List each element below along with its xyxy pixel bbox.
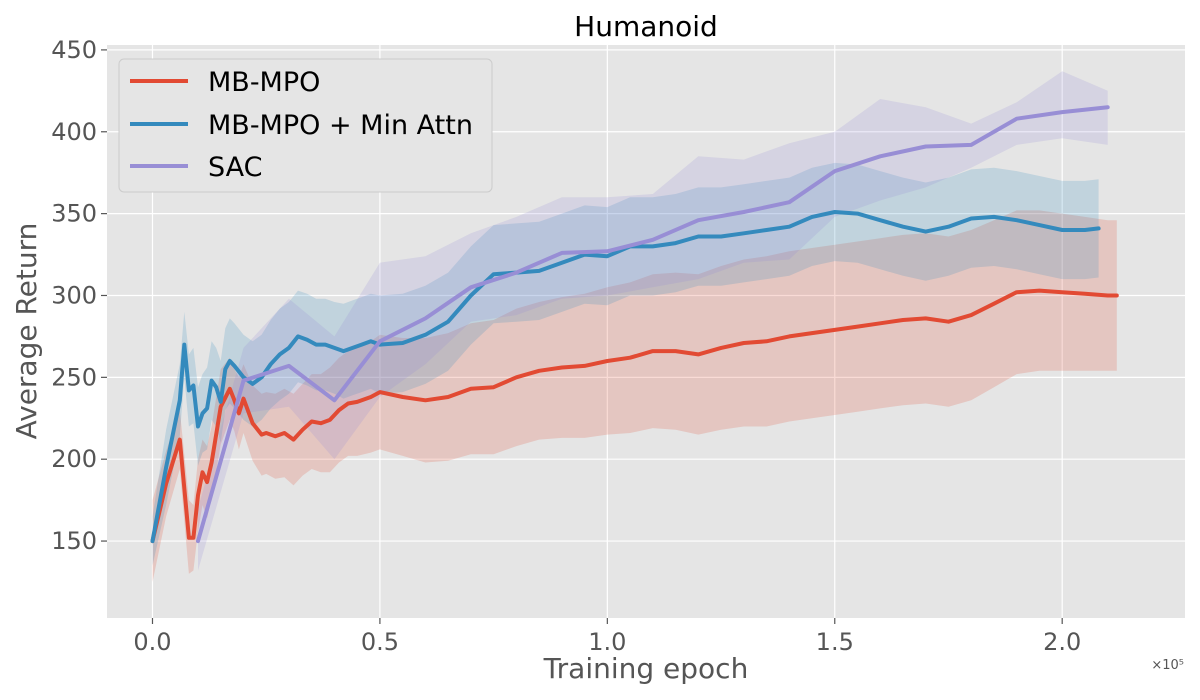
series-lines — [150, 105, 1119, 544]
series-line-sac — [196, 105, 1110, 544]
legend: MB-MPO MB-MPO + Min Attn SAC — [118, 58, 493, 193]
y-tick-label: 450 — [51, 36, 97, 64]
y-tick-label: 200 — [51, 445, 97, 473]
grid — [107, 45, 1185, 618]
legend-label-mb-mpo-min-attn: MB-MPO + Min Attn — [208, 110, 473, 141]
y-tick-label: 300 — [51, 281, 97, 309]
confidence-band-sac — [198, 71, 1108, 571]
legend-box — [118, 58, 493, 193]
x-axis-label: Training epoch — [543, 652, 749, 685]
y-tick-label: 150 — [51, 527, 97, 555]
chart-title: Humanoid — [574, 10, 718, 43]
legend-label-mb-mpo: MB-MPO — [208, 67, 320, 98]
series-line-mb-mpo — [150, 288, 1119, 544]
series-line-mb-mpo-min-attn — [150, 210, 1101, 544]
confidence-bands — [152, 71, 1117, 582]
y-tick-label: 400 — [51, 118, 97, 146]
x-tick-label: 1.0 — [588, 628, 626, 656]
legend-label-sac: SAC — [208, 152, 263, 183]
x-tick-label: 0.0 — [133, 628, 171, 656]
y-tick-label: 250 — [51, 363, 97, 391]
axis-ticks: 0.0 0.5 1.0 1.5 2.0 150 200 250 300 350 400 450 — [51, 36, 1081, 656]
x-tick-label: 1.5 — [816, 628, 854, 656]
y-tick-label: 350 — [51, 200, 97, 228]
x-tick-label: 0.5 — [361, 628, 399, 656]
x-axis-multiplier: ×10⁵ — [1151, 658, 1184, 673]
y-axis-label: Average Return — [10, 223, 43, 440]
confidence-band-mb-mpo-min-attn — [152, 162, 1099, 566]
confidence-band-mb-mpo — [152, 210, 1117, 582]
x-tick-label: 2.0 — [1043, 628, 1081, 656]
